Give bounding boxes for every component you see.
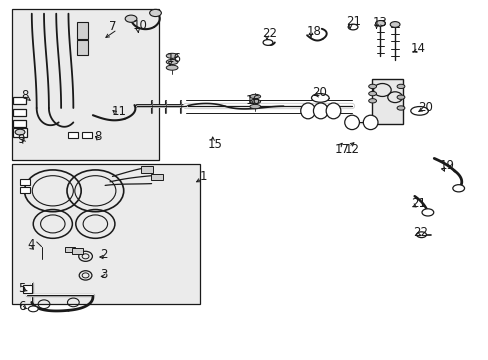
Ellipse shape (249, 99, 260, 104)
Ellipse shape (263, 40, 272, 45)
Text: 2: 2 (100, 248, 107, 261)
Text: 14: 14 (410, 42, 425, 55)
Text: 22: 22 (412, 226, 427, 239)
Text: 13: 13 (372, 16, 386, 29)
Text: 17: 17 (334, 143, 349, 156)
Ellipse shape (396, 95, 404, 99)
Bar (77, 40, 88, 55)
Ellipse shape (166, 59, 178, 64)
Bar (68, 132, 78, 138)
Text: 9: 9 (17, 133, 24, 146)
Ellipse shape (311, 94, 328, 102)
Ellipse shape (363, 115, 377, 130)
Bar (20, 179, 30, 185)
Ellipse shape (325, 103, 340, 119)
Ellipse shape (249, 94, 260, 99)
Text: 7: 7 (108, 21, 116, 33)
Ellipse shape (421, 209, 433, 216)
Bar (12, 164, 200, 304)
Bar (13, 97, 26, 104)
Ellipse shape (368, 99, 376, 103)
Ellipse shape (300, 103, 315, 119)
Bar (64, 247, 75, 252)
Ellipse shape (28, 306, 38, 312)
Ellipse shape (410, 107, 427, 115)
Text: 16: 16 (245, 94, 260, 107)
Text: 6: 6 (19, 300, 26, 312)
Bar (13, 109, 26, 116)
Text: 16: 16 (166, 52, 181, 65)
Bar (13, 120, 26, 127)
Ellipse shape (149, 9, 161, 17)
Bar (371, 79, 403, 124)
Bar (150, 174, 163, 180)
Bar (82, 132, 92, 138)
Ellipse shape (125, 15, 137, 22)
Text: 19: 19 (439, 159, 454, 172)
Text: 11: 11 (111, 105, 126, 118)
Text: 21: 21 (346, 15, 361, 28)
Ellipse shape (313, 103, 327, 119)
Bar (23, 285, 32, 293)
Bar (20, 187, 30, 193)
Text: 18: 18 (306, 25, 321, 38)
Ellipse shape (347, 24, 357, 30)
Text: 20: 20 (311, 86, 326, 99)
Ellipse shape (368, 84, 376, 89)
Ellipse shape (416, 232, 426, 238)
Text: 1: 1 (199, 170, 206, 183)
Bar (13, 128, 27, 137)
Bar (12, 9, 159, 160)
Text: 10: 10 (133, 19, 147, 32)
Text: 22: 22 (262, 27, 277, 40)
Ellipse shape (375, 21, 385, 26)
Text: 8: 8 (21, 89, 28, 102)
Ellipse shape (389, 22, 399, 27)
Ellipse shape (396, 106, 404, 110)
Bar (77, 22, 88, 39)
Text: 21: 21 (410, 197, 425, 210)
Ellipse shape (368, 91, 376, 96)
Ellipse shape (166, 53, 178, 58)
Ellipse shape (344, 115, 359, 130)
Text: 15: 15 (207, 138, 222, 150)
Ellipse shape (396, 84, 404, 89)
Ellipse shape (452, 185, 464, 192)
Bar (72, 248, 83, 254)
Text: 20: 20 (417, 101, 432, 114)
Ellipse shape (15, 129, 25, 135)
Text: 5: 5 (19, 282, 26, 294)
Bar (141, 166, 153, 173)
Text: 4: 4 (27, 238, 34, 251)
Ellipse shape (166, 65, 178, 70)
Ellipse shape (249, 104, 260, 109)
Text: 3: 3 (100, 268, 107, 281)
Text: 12: 12 (344, 143, 359, 156)
Text: 8: 8 (94, 130, 102, 143)
